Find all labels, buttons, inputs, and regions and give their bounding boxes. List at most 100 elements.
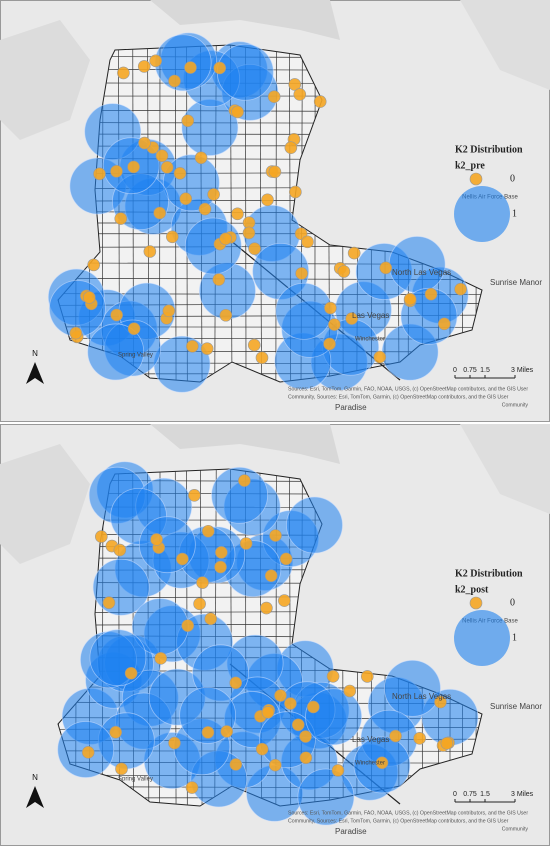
place-label: Winchester (355, 761, 385, 767)
k2-zero-dot (213, 61, 227, 75)
attribution: Sources: Esri, TomTom, Garmin, FAO, NOAA… (288, 810, 528, 816)
attribution: Sources: Esri, TomTom, Garmin, FAO, NOAA… (288, 386, 528, 392)
k2-zero-dot (155, 149, 169, 163)
k2-zero-dot (238, 474, 251, 487)
attribution: Community (502, 826, 529, 832)
k2-zero-dot (389, 729, 402, 743)
k2-zero-dot (337, 265, 351, 278)
k2-zero-dot (260, 601, 273, 615)
k2-zero-dot (81, 746, 95, 759)
k2-zero-dot (313, 95, 327, 108)
k2-zero-dot (184, 61, 197, 74)
k2-one-circle (87, 323, 145, 381)
legend-label: 0 (510, 597, 515, 608)
k2-zero-dot (117, 66, 130, 80)
k2-zero-dot (204, 612, 218, 626)
scale-label: 0 (453, 367, 457, 374)
attribution: Community, Sources: Esri, TomTom, Garmin… (288, 818, 509, 824)
place-label: Paradise (335, 827, 367, 836)
k2-zero-dot (186, 339, 199, 353)
k2-zero-dot (424, 287, 438, 301)
k2-zero-dot (127, 322, 141, 336)
k2-one-circle (184, 217, 242, 275)
legend-label: 1 (512, 208, 517, 219)
north-arrow (26, 362, 44, 384)
k2-zero-dot (255, 351, 269, 365)
attribution: Community, Sources: Esri, TomTom, Garmin… (288, 394, 509, 400)
k2-zero-dot (200, 342, 214, 355)
k2-zero-dot (331, 764, 345, 777)
k2-zero-dot (150, 533, 163, 546)
place-label: Las Vegas (352, 311, 389, 320)
scale-label: 3 Miles (511, 791, 534, 798)
k2-zero-dot (278, 594, 291, 607)
k2-zero-dot (239, 537, 253, 550)
k2-zero-dot (127, 160, 140, 174)
k2-zero-dot (110, 165, 123, 178)
scale-label: 3 Miles (511, 367, 534, 374)
k2-zero-dot (267, 90, 281, 103)
k2-zero-dot (188, 488, 201, 502)
k2-zero-dot (196, 576, 209, 589)
place-label: Las Vegas (352, 735, 389, 744)
k2-zero-dot (291, 718, 305, 732)
k2-zero-dot (207, 188, 220, 201)
attribution: Community (502, 402, 529, 408)
k2-one-circle (211, 466, 268, 524)
k2-zero-dot (255, 742, 269, 756)
k2-zero-dot (326, 669, 340, 683)
k2-zero-dot (93, 167, 106, 181)
k2-one-circle (154, 34, 212, 92)
k2-zero-dot (403, 292, 417, 306)
terrain (460, 0, 550, 90)
north-label: N (32, 773, 38, 782)
scale-label: 0 (453, 791, 457, 798)
place-label: North Las Vegas (392, 268, 451, 277)
place-label: Winchester (355, 337, 385, 343)
k2-one-circle (388, 236, 446, 293)
k2-zero-dot (284, 697, 297, 710)
north-arrow (26, 786, 44, 808)
place-label: Spring Valley (118, 777, 153, 783)
k2-zero-dot (176, 552, 189, 566)
k2-one-circle (297, 768, 355, 826)
scale-label: 1.5 (480, 791, 490, 798)
k2-zero-dot (289, 185, 302, 199)
k2-zero-dot (264, 569, 278, 583)
legend-zero-dot (469, 172, 483, 186)
k2-zero-dot (274, 689, 287, 702)
place-label: Spring Valley (118, 353, 153, 359)
k2-zero-dot (261, 193, 274, 207)
terrain (0, 444, 90, 564)
k2-zero-dot (295, 267, 308, 280)
k2-zero-dot (149, 54, 163, 68)
k2-zero-dot (247, 338, 261, 352)
k2-zero-dot (201, 524, 215, 538)
k2-zero-dot (261, 705, 275, 719)
k2-zero-dot (113, 543, 127, 557)
k2-zero-dot (153, 206, 167, 220)
k2-zero-dot (231, 105, 244, 119)
k2-zero-dot (288, 78, 302, 91)
k2-zero-dot (124, 666, 138, 680)
k2-zero-dot (345, 312, 358, 325)
k2-zero-dot (229, 758, 243, 771)
k2-zero-dot (160, 161, 174, 174)
k2-zero-dot (154, 652, 168, 665)
scale-label: 1.5 (480, 367, 490, 374)
k2-one-circle (138, 516, 196, 574)
k2-zero-dot (279, 552, 293, 566)
k2-zero-dot (343, 684, 357, 698)
place-label: Paradise (335, 403, 367, 412)
k2-zero-dot (168, 74, 181, 88)
k2-zero-dot (166, 230, 179, 244)
k2-zero-dot (215, 546, 228, 559)
k2-zero-dot (324, 301, 337, 315)
k2-one-circle (305, 688, 362, 746)
k2-one-circle (89, 629, 147, 687)
k2-zero-dot (269, 529, 282, 542)
legend-one-circle (454, 610, 510, 666)
k2-zero-dot (69, 326, 83, 340)
terrain (150, 0, 340, 40)
